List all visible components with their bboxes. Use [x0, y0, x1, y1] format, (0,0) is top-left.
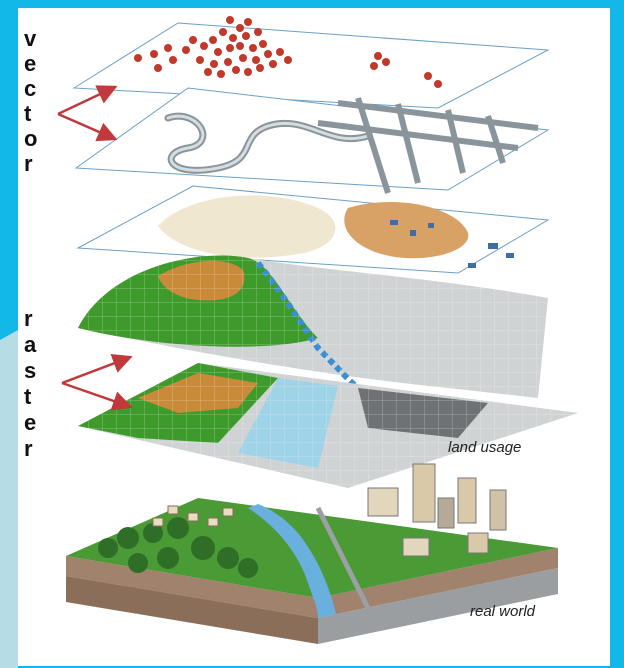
data-points: [134, 16, 442, 88]
point-layer: [72, 16, 550, 109]
vector-letter: r: [24, 151, 33, 176]
vector-letter: e: [24, 51, 37, 76]
raster-letter: t: [24, 384, 32, 409]
elevation-layer: [78, 255, 548, 398]
land-usage-caption: land usage: [448, 439, 521, 456]
contour-layer: [76, 185, 550, 274]
raster-letter: e: [24, 410, 37, 435]
forest: [98, 517, 258, 578]
raster-letter: r: [24, 436, 33, 461]
layers-illustration: land usage: [57, 16, 578, 644]
land-usage-layer: [78, 363, 578, 488]
city-buildings: [367, 463, 507, 557]
road-layer: [74, 87, 550, 194]
vector-letter: v: [24, 26, 37, 51]
raster-letter: s: [24, 358, 37, 383]
raster-arrow: [61, 353, 133, 411]
vector-letter: o: [24, 126, 38, 151]
real-world-caption: real world: [470, 603, 536, 620]
vector-letter: c: [24, 76, 37, 101]
raster-letter: r: [24, 306, 33, 331]
vector-arrow: [57, 85, 118, 142]
vector-letter: t: [24, 101, 32, 126]
real-world-block: [66, 463, 558, 644]
houses: [152, 505, 234, 527]
raster-letter: a: [24, 332, 37, 357]
gis-layers-figure: v e c t o r r a s t e r: [18, 8, 610, 666]
